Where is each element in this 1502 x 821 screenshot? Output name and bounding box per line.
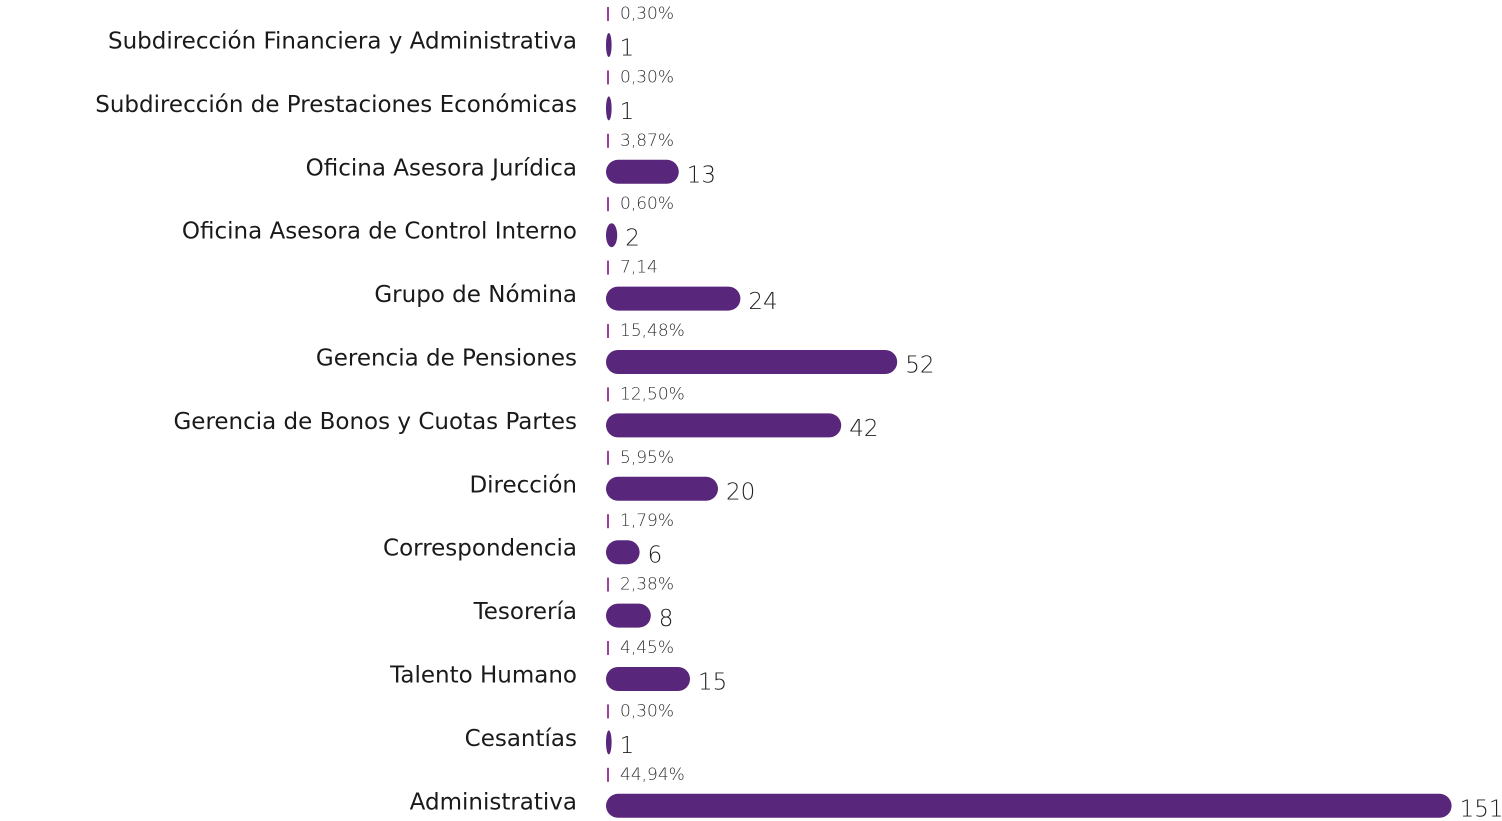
bar (606, 223, 618, 248)
category-label: Talento Humano (389, 663, 577, 689)
percent-label: 15,48% (620, 321, 685, 341)
category-label: Subdirección Financiera y Administrativa (108, 29, 577, 55)
bar (606, 350, 898, 374)
value-label: 52 (905, 353, 934, 379)
bar (606, 96, 612, 121)
percent-label: 44,94% (620, 765, 685, 785)
percent-label: 12,50% (620, 384, 685, 404)
bar (606, 33, 612, 57)
category-label: Administrativa (410, 789, 577, 815)
category-label: Cesantías (465, 726, 577, 752)
category-label: Correspondencia (383, 536, 577, 562)
value-label: 42 (849, 416, 878, 442)
category-label: Gerencia de Bonos y Cuotas Partes (173, 409, 577, 435)
bar (606, 159, 679, 184)
category-label: Oficina Asesora Jurídica (306, 155, 577, 181)
category-label: Grupo de Nómina (374, 282, 577, 308)
category-label: Tesorería (473, 599, 577, 625)
value-label: 20 (726, 479, 755, 505)
percent-label: 1,79% (620, 511, 674, 531)
percent-label: 0,30% (620, 4, 674, 24)
percent-label: 2,38% (620, 575, 674, 595)
category-label: Gerencia de Pensiones (316, 346, 577, 372)
percent-label: 0,60% (620, 194, 674, 214)
category-label: Oficina Asesora de Control Interno (182, 219, 577, 245)
percent-label: 0,30% (620, 701, 674, 721)
value-label: 2 (625, 226, 640, 252)
bar (606, 793, 1452, 818)
category-label: Subdirección de Prestaciones Económicas (95, 92, 577, 118)
bar (606, 286, 741, 311)
value-label: 8 (659, 606, 674, 632)
bar (606, 476, 718, 501)
value-label: 6 (648, 543, 663, 569)
value-label: 1 (620, 99, 635, 125)
value-label: 24 (748, 289, 777, 315)
bar (606, 603, 651, 628)
percent-label: 4,45% (620, 638, 674, 658)
percent-label: 5,95% (620, 448, 674, 468)
bar (606, 540, 640, 565)
bar (606, 667, 690, 691)
value-label: 1 (620, 36, 635, 62)
percent-label: 7,14 (620, 258, 658, 278)
value-label: 15 (698, 670, 727, 696)
value-label: 151 (1460, 796, 1502, 821)
bar (606, 730, 612, 755)
percent-label: 0,30% (620, 67, 674, 87)
value-label: 1 (620, 733, 635, 759)
category-label: Dirección (469, 472, 577, 498)
bar (606, 413, 842, 438)
value-label: 13 (687, 162, 716, 188)
percent-label: 3,87% (620, 131, 674, 151)
